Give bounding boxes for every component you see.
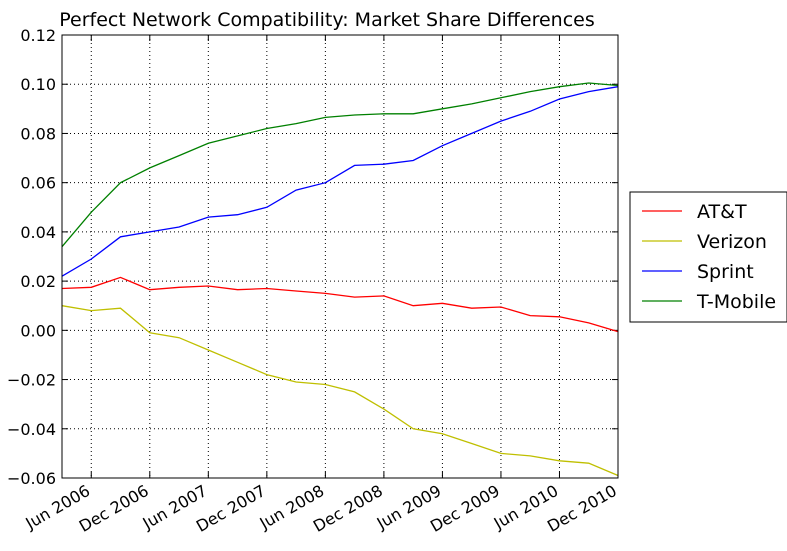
legend-label: T-Mobile: [696, 291, 776, 313]
y-tick-label: −0.04: [7, 420, 56, 439]
y-tick-label: −0.06: [7, 469, 56, 488]
legend-box: [629, 191, 787, 323]
plot-frame: [61, 34, 619, 479]
y-tick-label: 0.00: [20, 321, 56, 340]
legend-label: Sprint: [697, 261, 754, 283]
legend-label: AT&T: [697, 201, 747, 223]
series-line: [61, 82, 619, 248]
series-line: [61, 276, 619, 333]
y-tick-label: 0.10: [20, 75, 56, 94]
y-tick-label: 0.08: [20, 124, 56, 143]
y-tick-label: 0.06: [20, 174, 56, 193]
series-line: [61, 305, 619, 477]
y-tick-label: 0.02: [20, 272, 56, 291]
chart-title: Perfect Network Compatibility: Market Sh…: [59, 9, 595, 31]
y-tick-label: 0.12: [20, 26, 56, 45]
y-tick-label: 0.04: [20, 223, 56, 242]
series-line: [61, 86, 619, 277]
y-tick-label: −0.02: [7, 371, 56, 390]
legend-label: Verizon: [697, 231, 767, 253]
